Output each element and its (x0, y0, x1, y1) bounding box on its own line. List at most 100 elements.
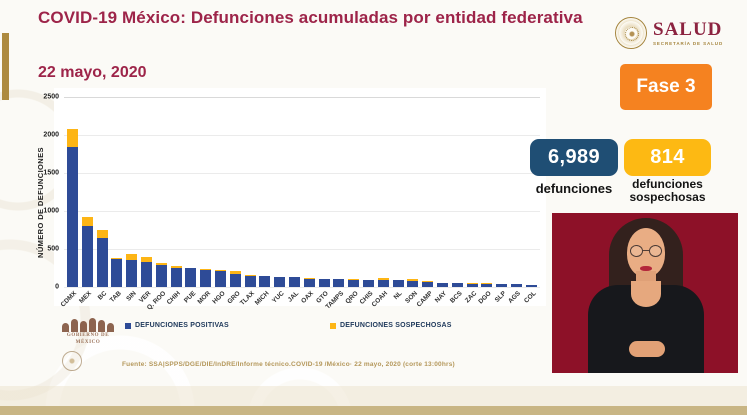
bar-segment-sospechosas (229, 270, 241, 274)
bar-mor: MOR (196, 97, 212, 306)
bar-hgo: HGO (211, 97, 227, 305)
y-tick-label: 1500 (43, 169, 59, 177)
bar-tlax: TLAX (239, 97, 256, 307)
bar-zac: ZAC (464, 97, 478, 304)
gobierno-seal-icon (62, 351, 82, 371)
gridline (64, 135, 540, 136)
bar-segment-sospechosas (126, 253, 138, 261)
bar-chih: CHIH (166, 97, 182, 306)
fase-badge: Fase 3 (620, 64, 712, 110)
legend-item-positivas: DEFUNCIONES POSITIVAS (125, 322, 229, 329)
bar-segment-positivas (96, 237, 108, 287)
y-tick-label: 0 (55, 283, 59, 291)
legend-label-sospechosas: DEFUNCIONES SOSPECHOSAS (340, 322, 452, 329)
bar-bc: BC (96, 97, 108, 302)
gridline (64, 287, 540, 288)
bar-segment-positivas (451, 283, 463, 287)
bar-segment-positivas (466, 283, 478, 287)
gobierno-logo-text: GOBIERNO DE MÉXICO (66, 333, 110, 345)
bar-mich: MICH (254, 97, 271, 307)
bar-segment-sospechosas (67, 128, 78, 148)
salud-logo-text: SALUD (653, 19, 723, 40)
interpreter-video (552, 213, 738, 373)
confirmed-badge: 6,989 (530, 139, 618, 176)
bar-bcs: BCS (449, 97, 463, 305)
legend-label-positivas: DEFUNCIONES POSITIVAS (135, 322, 229, 329)
gobierno-de-mexico-logo: GOBIERNO DE MÉXICO (57, 317, 119, 346)
y-tick-label: 2500 (43, 93, 59, 101)
bar-gto: GTO (315, 97, 330, 305)
bar-segment-positivas (525, 285, 537, 287)
report-date: 22 mayo, 2020 (38, 64, 147, 81)
bar-chis: CHIS (359, 97, 374, 306)
bar-segment-positivas (318, 279, 330, 287)
decorative-band (0, 386, 747, 407)
gridline (64, 173, 540, 174)
legend-swatch-positivas-icon (125, 322, 131, 329)
bar-segment-sospechosas (96, 230, 108, 238)
bar-segment-positivas (126, 260, 138, 287)
bar-tab: TAB (109, 97, 123, 304)
bar-segment-sospechosas (111, 258, 123, 259)
source-note: Fuente: SSA|SPPS/DGE/DIE/InDRE/Informe t… (122, 361, 455, 368)
y-axis-title: NÚMERO DE DEFUNCIONES (36, 147, 45, 258)
bar-segment-sospechosas (303, 277, 315, 279)
y-tick-label: 1000 (43, 207, 59, 215)
bar-qro: QRO (344, 97, 360, 305)
legend-item-sospechosas: DEFUNCIONES SOSPECHOSAS (330, 322, 452, 329)
bar-segment-positivas (407, 281, 419, 287)
bottom-strip (0, 406, 747, 415)
bar-coah: COAH (371, 97, 389, 308)
confirmed-label: defunciones (535, 181, 613, 196)
gridline (64, 97, 540, 98)
bar-slp: SLP (494, 97, 508, 304)
interpreter-hands (629, 341, 665, 357)
bar-segment-positivas (348, 279, 360, 287)
bar-segment-positivas (170, 268, 182, 287)
y-tick-label: 2000 (43, 131, 59, 139)
bar-cdmx: CDMX (60, 97, 79, 308)
left-accent-bar (2, 33, 9, 100)
gridline (64, 211, 540, 212)
bar-segment-sospechosas (288, 276, 300, 278)
bar-segment-positivas (111, 258, 123, 287)
bar-segment-positivas (200, 269, 212, 287)
bar-segment-positivas (274, 277, 286, 287)
bar-camp: CAMP (415, 97, 434, 308)
bar-gro: GRO (226, 97, 241, 305)
bar-jal: JAL (287, 97, 301, 304)
bar-ver: VER (138, 97, 153, 304)
glasses-icon (630, 245, 662, 258)
bar-dgo: DGO (477, 97, 493, 305)
bar-segment-positivas (67, 147, 78, 287)
bar-segment-positivas (303, 278, 315, 287)
bars: CDMX MEX BC TAB SIN VER Q. ROO CHIH PUE MOR HGO GRO… (60, 97, 540, 312)
bar-segment-positivas (362, 279, 374, 287)
suspected-badge: 814 (624, 139, 711, 176)
bar-oax: OAX (300, 97, 315, 305)
bar-nl: NL (392, 97, 404, 301)
bar-segment-positivas (140, 261, 152, 287)
bar-segment-sospechosas (333, 278, 345, 280)
bar-segment-sospechosas (377, 278, 389, 280)
bar-segment-positivas (244, 275, 256, 287)
bar-segment-positivas (333, 279, 345, 287)
plot-area: 0 500 1000 1500 2000 2500 CDMX MEX BC TAB SIN VER Q… (43, 94, 540, 312)
bar-segment-positivas (81, 226, 93, 287)
bar-segment-positivas (392, 280, 404, 287)
bar-segment-sospechosas (214, 270, 226, 272)
suspected-label: defunciones sospechosas (629, 177, 706, 205)
bar-ags: AGS (508, 97, 522, 305)
heroes-figures-icon (57, 317, 119, 332)
bar-pue: PUE (183, 97, 197, 304)
bar-segment-sospechosas (170, 266, 182, 268)
legend-swatch-sospechosas-icon (330, 322, 336, 329)
bar-segment-positivas (510, 284, 522, 287)
bar-sin: SIN (125, 97, 138, 303)
bar-segment-positivas (422, 281, 434, 287)
eagle-seal-icon (615, 17, 647, 49)
bar-segment-sospechosas (140, 257, 152, 262)
bar-segment-sospechosas (407, 279, 419, 282)
interpreter-face (627, 228, 665, 277)
